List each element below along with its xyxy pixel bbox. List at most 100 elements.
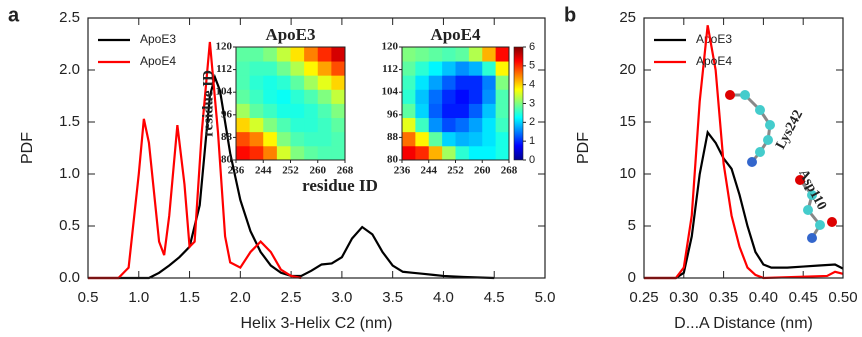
heatmap-cell bbox=[456, 89, 470, 104]
x-tick-label: 236 bbox=[228, 165, 245, 177]
heatmap-cell bbox=[250, 118, 264, 133]
y-tick-label: 0.5 bbox=[59, 217, 80, 234]
heatmap-cell bbox=[263, 104, 277, 119]
x-tick-label: 2.5 bbox=[281, 289, 302, 306]
molecule bbox=[725, 90, 837, 243]
heatmap-cell bbox=[402, 104, 416, 119]
panel-label: b bbox=[564, 4, 576, 26]
heatmap-cell bbox=[304, 104, 318, 119]
y-axis-label: PDF bbox=[575, 132, 592, 164]
x-axis-label: residue ID bbox=[302, 176, 378, 195]
heatmap-cell bbox=[236, 132, 250, 147]
heatmap-cell bbox=[318, 132, 332, 147]
heatmap-cell bbox=[318, 47, 332, 62]
heatmap-cell bbox=[469, 75, 483, 90]
annotation: Lys242 bbox=[773, 108, 806, 152]
heatmap-cell bbox=[402, 146, 416, 161]
heatmap-cell bbox=[331, 146, 345, 161]
heatmap-cell bbox=[277, 47, 291, 62]
heatmap-cell bbox=[263, 118, 277, 133]
heatmap-cell bbox=[456, 104, 470, 119]
heatmap-cell bbox=[277, 89, 291, 104]
heatmap-cell bbox=[250, 61, 264, 76]
heatmap-cell bbox=[482, 118, 496, 133]
y-tick-label: 25 bbox=[619, 9, 636, 26]
heatmap-cell bbox=[318, 118, 332, 133]
x-tick-label: 252 bbox=[282, 165, 299, 177]
heatmap-cell bbox=[482, 146, 496, 161]
y-tick-label: 15 bbox=[619, 113, 636, 130]
heatmap-cell bbox=[456, 47, 470, 62]
y-tick-label: 120 bbox=[382, 41, 399, 53]
heatmap-cell bbox=[236, 47, 250, 62]
colorbar-label: 2 bbox=[529, 116, 535, 128]
x-tick-label: 244 bbox=[255, 165, 272, 177]
heatmap-cell bbox=[456, 132, 470, 147]
heatmap-cell bbox=[429, 146, 443, 161]
heatmap-cell bbox=[496, 47, 510, 62]
colorbar-label: 4 bbox=[529, 79, 535, 91]
heatmap-cell bbox=[318, 104, 332, 119]
heatmap-cell bbox=[304, 75, 318, 90]
x-tick-label: 0.35 bbox=[709, 289, 738, 306]
heatmap-cell bbox=[442, 132, 456, 147]
x-tick-label: 1.0 bbox=[128, 289, 149, 306]
y-tick-label: 10 bbox=[619, 165, 636, 182]
heatmap-cell bbox=[304, 146, 318, 161]
heatmap-cell bbox=[277, 61, 291, 76]
heatmap-cell bbox=[496, 104, 510, 119]
y-tick-label: 1.0 bbox=[59, 165, 80, 182]
heatmap-cell bbox=[304, 118, 318, 133]
y-tick-label: 2.5 bbox=[59, 9, 80, 26]
heatmap-cell bbox=[415, 75, 429, 90]
heatmap-cell bbox=[456, 61, 470, 76]
heatmap-cell bbox=[482, 104, 496, 119]
heatmap-cell bbox=[331, 75, 345, 90]
heatmap-cell bbox=[482, 61, 496, 76]
heatmap-cell bbox=[469, 89, 483, 104]
heatmap-cell bbox=[291, 104, 305, 119]
heatmap-cell bbox=[442, 89, 456, 104]
heatmap-cell bbox=[429, 104, 443, 119]
y-tick-label: 112 bbox=[216, 63, 232, 75]
colorbar-label: 3 bbox=[529, 97, 535, 109]
heatmap-cell bbox=[415, 89, 429, 104]
heatmap-cell bbox=[429, 75, 443, 90]
heatmap-cell bbox=[277, 75, 291, 90]
x-axis-label: D...A Distance (nm) bbox=[674, 315, 813, 332]
y-tick-label: 96 bbox=[387, 108, 399, 120]
colorbar-label: 6 bbox=[529, 41, 535, 53]
heatmap-cell bbox=[402, 47, 416, 62]
y-tick-label: 112 bbox=[382, 63, 398, 75]
heatmap-cell bbox=[442, 75, 456, 90]
colorbar-label: 5 bbox=[529, 60, 535, 72]
x-tick-label: 4.0 bbox=[433, 289, 454, 306]
y-tick-label: 2.0 bbox=[59, 61, 80, 78]
heatmap-cell bbox=[331, 104, 345, 119]
heatmap-cell bbox=[331, 89, 345, 104]
heatmap-cell bbox=[250, 75, 264, 90]
heatmap-cell bbox=[415, 104, 429, 119]
x-tick-label: 0.25 bbox=[629, 289, 658, 306]
panel-label: a bbox=[8, 4, 20, 26]
heatmap-cell bbox=[318, 75, 332, 90]
heatmap-cell bbox=[277, 132, 291, 147]
heatmap-cell bbox=[291, 89, 305, 104]
heatmap-cell bbox=[456, 146, 470, 161]
heatmap-cell bbox=[442, 118, 456, 133]
y-tick-label: 80 bbox=[387, 154, 399, 166]
heatmap-cell bbox=[263, 132, 277, 147]
heatmap-cell bbox=[236, 61, 250, 76]
heatmap-cell bbox=[496, 118, 510, 133]
y-tick-label: 88 bbox=[387, 131, 399, 143]
heatmap-cell bbox=[263, 75, 277, 90]
heatmap-cell bbox=[496, 146, 510, 161]
heatmap-cell bbox=[469, 118, 483, 133]
heatmap-cell bbox=[304, 47, 318, 62]
heatmap-cell bbox=[236, 118, 250, 133]
y-tick-label: 20 bbox=[619, 61, 636, 78]
x-tick-label: 268 bbox=[337, 165, 354, 177]
heatmap-cell bbox=[236, 104, 250, 119]
heatmap-cell bbox=[331, 47, 345, 62]
heatmap-cell bbox=[236, 89, 250, 104]
